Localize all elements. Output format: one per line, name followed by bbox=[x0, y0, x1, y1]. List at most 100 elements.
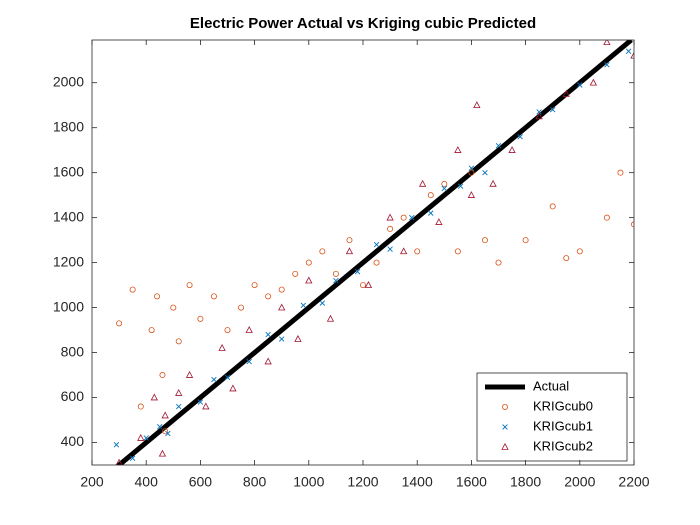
point bbox=[354, 268, 361, 275]
point bbox=[625, 48, 632, 54]
legend-label: KRIGcub2 bbox=[533, 438, 593, 453]
point bbox=[495, 259, 502, 266]
point bbox=[373, 241, 380, 248]
legend-swatch bbox=[501, 403, 508, 410]
point bbox=[441, 185, 448, 192]
x-tick-label: 600 bbox=[189, 474, 213, 490]
point bbox=[319, 248, 326, 255]
point bbox=[143, 435, 149, 441]
point bbox=[535, 112, 543, 120]
point bbox=[116, 320, 123, 327]
point bbox=[489, 179, 497, 187]
plot bbox=[113, 40, 634, 465]
y-tick-label: 2000 bbox=[53, 73, 84, 89]
point bbox=[359, 282, 366, 289]
point bbox=[137, 403, 144, 410]
point bbox=[158, 449, 167, 457]
x-tick-label: 1600 bbox=[456, 474, 487, 490]
legend: Actual KRIGcub0 KRIGcub1 KRIGcub2 bbox=[476, 372, 628, 462]
legend-swatch bbox=[502, 424, 508, 430]
point bbox=[589, 78, 598, 86]
x-tick-label: 1000 bbox=[293, 474, 324, 490]
point bbox=[113, 442, 120, 448]
point bbox=[154, 293, 161, 300]
x-tick-label: 200 bbox=[80, 474, 104, 490]
point bbox=[294, 335, 302, 342]
point bbox=[224, 327, 231, 334]
point bbox=[576, 248, 583, 255]
point bbox=[468, 169, 475, 176]
point bbox=[218, 344, 226, 351]
point bbox=[418, 179, 427, 187]
point bbox=[427, 192, 434, 199]
y-tick-label: 1800 bbox=[53, 118, 84, 134]
point bbox=[170, 304, 177, 311]
legend-swatch bbox=[501, 442, 509, 450]
point bbox=[185, 371, 194, 378]
point bbox=[386, 213, 394, 221]
point bbox=[129, 286, 136, 293]
point bbox=[265, 293, 272, 300]
point bbox=[115, 458, 123, 465]
point bbox=[603, 214, 610, 221]
y-tick-label: 800 bbox=[61, 343, 85, 359]
point bbox=[175, 338, 182, 345]
point bbox=[441, 180, 448, 187]
point bbox=[175, 388, 183, 396]
point bbox=[428, 210, 434, 216]
point bbox=[364, 281, 373, 288]
x-tick-label: 2000 bbox=[564, 474, 595, 490]
point bbox=[333, 277, 339, 284]
point bbox=[292, 270, 299, 277]
point bbox=[435, 218, 443, 225]
point bbox=[454, 248, 461, 255]
point bbox=[409, 214, 415, 221]
point bbox=[211, 376, 217, 383]
point bbox=[278, 336, 285, 342]
point bbox=[345, 247, 354, 255]
y-tick-label: 1400 bbox=[53, 208, 84, 224]
x-tick-label: 2200 bbox=[618, 474, 649, 490]
point bbox=[481, 237, 488, 244]
point bbox=[165, 430, 171, 437]
point bbox=[454, 146, 462, 153]
point bbox=[326, 314, 335, 322]
y-tick-label: 400 bbox=[61, 433, 85, 449]
point bbox=[467, 191, 476, 198]
point bbox=[150, 393, 158, 401]
point bbox=[387, 246, 393, 252]
point bbox=[246, 358, 252, 365]
point bbox=[137, 433, 145, 441]
point bbox=[414, 248, 421, 255]
point bbox=[251, 282, 258, 289]
y-tick-label: 600 bbox=[61, 388, 85, 404]
point bbox=[536, 109, 542, 115]
point bbox=[549, 203, 556, 210]
point bbox=[278, 303, 286, 311]
chart-title: Electric Power Actual vs Kriging cubic P… bbox=[190, 15, 536, 32]
x-tick-label: 1800 bbox=[510, 474, 541, 490]
actual-line bbox=[115, 40, 633, 465]
point bbox=[522, 237, 529, 244]
point bbox=[210, 293, 217, 300]
y-tick-label: 1000 bbox=[53, 298, 84, 314]
point bbox=[517, 133, 523, 140]
point bbox=[197, 399, 204, 405]
point bbox=[300, 302, 307, 309]
point bbox=[245, 326, 253, 333]
y-tick-label: 1200 bbox=[53, 253, 84, 269]
point bbox=[186, 282, 193, 289]
point bbox=[468, 165, 475, 171]
point bbox=[305, 276, 313, 284]
point bbox=[495, 142, 502, 149]
point bbox=[630, 51, 634, 59]
point bbox=[264, 357, 272, 365]
point bbox=[238, 304, 245, 311]
point bbox=[563, 255, 570, 262]
point bbox=[617, 169, 624, 176]
point bbox=[346, 237, 353, 244]
point bbox=[305, 259, 312, 266]
point bbox=[373, 259, 380, 266]
x-tick-label: 800 bbox=[243, 474, 267, 490]
point bbox=[457, 183, 464, 189]
